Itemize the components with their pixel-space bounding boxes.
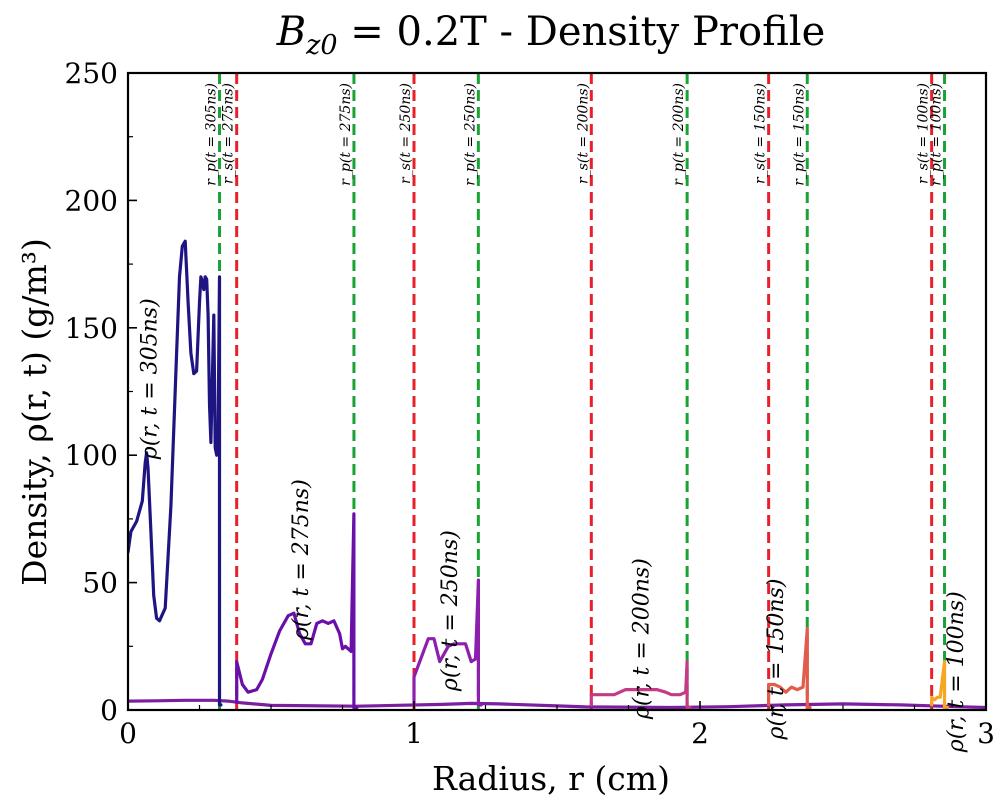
piston-front-label: r_p(t = 150ns) [791,83,807,186]
series-line-baseline [128,698,986,710]
plot-frame [126,71,988,712]
title-symbol: B [276,9,306,55]
y-tick-label: 0 [100,694,118,727]
vertical-marker-labels: r_p(t = 305ns) r_s(t = 275ns) r_p(t = 275n… [204,83,945,186]
series-line-t250 [412,578,483,707]
x-tick-label: 0 [119,717,137,750]
piston-front-label: r_p(t = 250ns) [462,83,478,186]
x-axis-label: Radius, r (cm) [432,759,670,798]
shock-front-label: r_s(t = 150ns) [753,83,769,184]
curve-annotation-t305: ρ(r, t = 305ns) [138,298,163,460]
piston-front-label: r_p(t = 100ns) [929,83,945,186]
curve-annotation-t100: ρ(r, t = 100ns) [944,591,969,753]
title-subscript: z0 [305,30,337,61]
x-tick-label: 1 [405,717,423,750]
chart-title: Bz0 = 0.2T - Density Profile [276,9,825,61]
shock-front-label: r_s(t = 250ns) [398,83,414,184]
curve-annotation-t275: ρ(r, t = 275ns) [289,479,314,641]
shock-front-label: r_s(t = 100ns) [916,83,932,184]
piston-front-label: r_p(t = 305ns) [204,83,220,186]
x-tick-label: 2 [691,717,709,750]
y-tick-label: 150 [65,312,118,345]
axis-ticks: 0 1 2 3 0 50 100 150 200 250 [65,57,995,750]
curve-annotation-t200: ρ(r, t = 200ns) [630,558,655,720]
curve-annotation-t250: ρ(r, t = 250ns) [438,530,463,692]
y-tick-label: 200 [65,184,118,217]
curve-annotations: ρ(r, t = 305ns) ρ(r, t = 275ns) ρ(r, t = 2… [138,298,970,753]
shock-front-label: r_s(t = 200ns) [575,83,591,184]
series-line-t200 [589,659,692,710]
series-line-t305 [128,239,223,707]
piston-front-label: r_p(t = 275ns) [338,83,354,186]
title-text: = 0.2T - Density Profile [338,9,826,55]
series-line-t150 [766,626,812,710]
series-layer [128,239,986,710]
y-tick-label: 250 [65,57,118,90]
y-axis-label: Density, ρ(r, t) (g/m³) [15,238,54,586]
shock-front-label: r_s(t = 275ns) [221,83,237,184]
y-tick-label: 50 [82,567,118,600]
series-line-t100 [930,659,950,710]
y-tick-label: 100 [65,439,118,472]
curve-annotation-t150: ρ(r, t = 150ns) [764,579,789,741]
x-tick-label: 3 [977,717,995,750]
series-line-t275 [235,512,359,710]
piston-front-label: r_p(t = 200ns) [671,83,687,186]
